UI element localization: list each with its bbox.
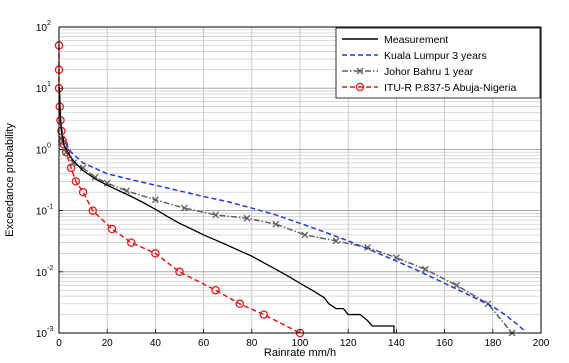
y-tick-exponent: -2 [47,265,53,272]
x-tick-label: 140 [388,338,405,349]
series-point [79,164,87,172]
series-point [259,310,269,319]
y-tick-base: 10 [36,207,48,218]
series-point [364,243,371,251]
y-tick-exponent: -1 [47,204,53,211]
series-point [103,179,111,187]
series-point [107,224,117,234]
x-tick-label: 200 [533,338,550,349]
series-point [272,220,280,228]
x-tick-label: 80 [246,338,258,349]
series-point [180,204,188,212]
y-tick-base: 10 [36,145,48,156]
series-point [243,214,251,222]
legend-marker [356,67,364,75]
legend-label: Kuala Lumpur 3 years [384,50,487,62]
y-tick-exponent: -3 [47,326,53,333]
x-tick-label: 0 [56,338,62,349]
y-tick-base: 10 [36,268,48,279]
legend-label: ITU-R P.837-5 Abuja-Nigeria [384,82,516,94]
series-group [54,41,525,338]
series-point [235,299,244,309]
series-point [421,265,429,273]
x-tick-label: 160 [436,338,453,349]
legend-marker [355,82,365,92]
series-line [58,88,395,333]
x-axis-label: Rainrate mm/h [264,347,336,359]
y-tick-exponent: 1 [47,81,51,88]
y-tick-exponent: 2 [47,20,51,27]
x-tick-label: 20 [102,338,114,349]
x-tick-label: 120 [340,338,357,349]
series-measurement [58,88,395,333]
y-axis-label: Exceedance probability [4,123,16,237]
series-point [301,231,309,239]
legend-label: Measurement [384,34,448,46]
series-point [71,177,81,186]
y-tick-base: 10 [36,23,48,34]
series-point [151,196,159,204]
series-point [66,163,76,173]
legend: Measurement Kuala Lumpur 3 years Johor Bah… [335,27,541,99]
series-point [212,211,220,219]
series-johor-bahru-1-year [57,135,516,337]
x-tick-label: 40 [150,338,162,349]
series-point [78,187,88,197]
series-point [127,238,136,247]
x-tick-label: 60 [198,338,210,349]
y-tick-exponent: 0 [47,142,51,149]
series-point [211,285,220,295]
series-point [88,206,97,215]
series-point [332,237,340,245]
series-kuala-lumpur-3-years [59,120,525,332]
series-point [70,159,77,167]
x-tick-label: 180 [484,338,501,349]
series-point [175,267,184,277]
y-tick-base: 10 [36,329,48,340]
series-point [151,249,160,258]
series-line [59,120,525,332]
series-line [60,138,513,334]
y-tick-base: 10 [36,84,48,95]
x-tick-label: 100 [292,338,309,349]
legend-label: Johor Bahru 1 year [384,66,474,78]
